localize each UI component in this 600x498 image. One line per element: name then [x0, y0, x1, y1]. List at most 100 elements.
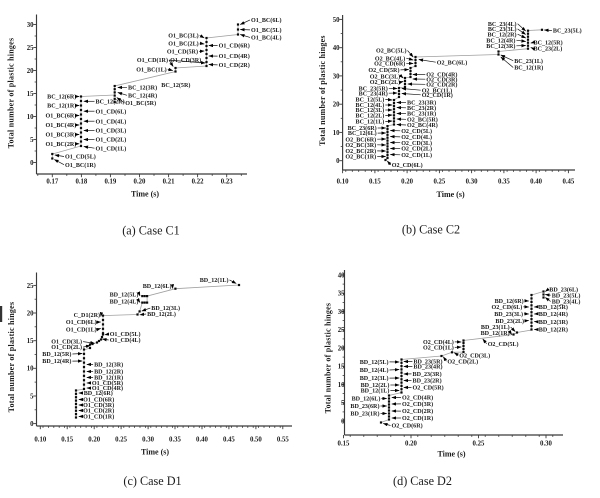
- svg-text:BD_23(3R): BD_23(3R): [413, 371, 442, 378]
- svg-text:0.50: 0.50: [250, 437, 262, 444]
- svg-text:O1_BC(1R): O1_BC(1R): [65, 162, 96, 169]
- svg-text:BC_23(5L): BC_23(5L): [553, 28, 582, 35]
- svg-text:0.45: 0.45: [223, 437, 235, 444]
- svg-text:BD_12(5R): BD_12(5R): [539, 304, 568, 311]
- svg-text:O1_CD(6R): O1_CD(6R): [83, 397, 114, 404]
- svg-text:BC_23(3L): BC_23(3L): [488, 26, 517, 33]
- svg-text:O2_CD(3R): O2_CD(3R): [402, 401, 433, 408]
- svg-text:Total number of plastic hinges: Total number of plastic hinges: [7, 302, 16, 413]
- svg-text:O1_BC(4L): O1_BC(4L): [251, 35, 281, 42]
- svg-text:BD_23(2L): BD_23(2L): [495, 318, 524, 325]
- svg-text:0.17: 0.17: [46, 179, 58, 186]
- svg-text:O2_CD(2L): O2_CD(2L): [447, 358, 478, 365]
- svg-text:BD_12(5R): BD_12(5R): [42, 351, 71, 358]
- svg-text:BD_12(4L): BD_12(4L): [110, 299, 139, 306]
- svg-text:BD_12(2L): BD_12(2L): [361, 382, 390, 389]
- svg-text:(b) Case C2: (b) Case C2: [402, 223, 460, 237]
- svg-text:O2_BC(3R): O2_BC(3R): [345, 142, 376, 149]
- svg-text:BD_12(6L): BD_12(6L): [143, 283, 172, 290]
- svg-text:0.25: 0.25: [433, 179, 445, 186]
- svg-text:0.30: 0.30: [142, 437, 154, 444]
- svg-text:BD_12(1L): BD_12(1L): [361, 388, 390, 395]
- svg-text:O1_CD(6L): O1_CD(6L): [66, 319, 97, 326]
- svg-text:BD_23(6L): BD_23(6L): [549, 286, 578, 293]
- svg-text:5: 5: [30, 393, 34, 400]
- svg-text:O1_CD(3R): O1_CD(3R): [83, 402, 114, 409]
- svg-text:O2_CD(4L): O2_CD(4L): [401, 134, 432, 141]
- svg-text:O2_CD(2L): O2_CD(2L): [401, 146, 432, 153]
- svg-text:Total number of plastic hinges: Total number of plastic hinges: [324, 303, 333, 414]
- svg-text:BD_12(3R): BD_12(3R): [94, 362, 123, 369]
- svg-text:0.25: 0.25: [115, 437, 127, 444]
- svg-text:BC_12(4R): BC_12(4R): [486, 37, 515, 44]
- svg-text:O2_BC(6L): O2_BC(6L): [437, 59, 467, 66]
- svg-text:O1_CD(6L): O1_CD(6L): [96, 108, 127, 115]
- svg-text:BC_12(6R): BC_12(6R): [47, 94, 76, 101]
- svg-text:10: 10: [27, 114, 34, 121]
- svg-text:O2_CD(5L): O2_CD(5L): [488, 341, 519, 348]
- svg-text:5: 5: [30, 137, 34, 144]
- svg-text:10: 10: [338, 382, 345, 389]
- svg-text:O2_BC(3L): O2_BC(3L): [370, 73, 400, 80]
- svg-text:Time (s): Time (s): [437, 190, 465, 199]
- svg-text:O1_BC(5R): O1_BC(5R): [125, 100, 156, 107]
- svg-text:0: 0: [336, 158, 340, 165]
- svg-text:0: 0: [341, 418, 345, 425]
- svg-text:BD_12(3R): BD_12(3R): [539, 319, 568, 326]
- svg-text:O2_CD(5L): O2_CD(5L): [401, 128, 432, 135]
- svg-text:BC_12(1L): BC_12(1L): [356, 119, 385, 126]
- svg-text:BD_23(6R): BD_23(6R): [350, 403, 379, 410]
- svg-text:0.20: 0.20: [88, 437, 100, 444]
- svg-text:O2_CD(2R): O2_CD(2R): [402, 408, 433, 415]
- svg-text:O2_CD(1L): O2_CD(1L): [401, 152, 432, 159]
- svg-text:Time (s): Time (s): [131, 190, 159, 199]
- svg-text:O2_CD(4L): O2_CD(4L): [423, 339, 454, 346]
- svg-text:BD_23(1R): BD_23(1R): [350, 411, 379, 418]
- svg-text:25: 25: [338, 327, 345, 334]
- svg-text:35: 35: [338, 291, 345, 298]
- svg-text:0: 0: [30, 160, 34, 167]
- svg-text:O2_CD(4R): O2_CD(4R): [426, 72, 457, 79]
- svg-text:BD_12(1L): BD_12(1L): [200, 277, 229, 284]
- svg-text:BC_12(2R): BC_12(2R): [96, 98, 125, 105]
- svg-text:15: 15: [338, 364, 345, 371]
- svg-text:20: 20: [333, 102, 340, 109]
- svg-text:O1_CD(3L): O1_CD(3L): [51, 339, 82, 346]
- svg-text:O2_CD(5R): O2_CD(5R): [368, 67, 399, 74]
- svg-text:O2_CD(6R): O2_CD(6R): [374, 60, 405, 67]
- svg-text:0.10: 0.10: [337, 179, 349, 186]
- svg-text:BC_12(1R): BC_12(1R): [514, 65, 543, 72]
- svg-text:BC_23(5R): BC_23(5R): [359, 85, 388, 92]
- svg-text:C_D1(2R): C_D1(2R): [74, 312, 100, 319]
- svg-text:30: 30: [27, 22, 34, 29]
- svg-text:O1_CD(3L): O1_CD(3L): [96, 128, 127, 135]
- svg-text:O1_BC(2R): O1_BC(2R): [45, 141, 76, 148]
- svg-text:BD_12(6R): BD_12(6R): [84, 390, 113, 397]
- svg-text:O1_BC(2L): O1_BC(2L): [168, 40, 198, 47]
- svg-text:30: 30: [338, 309, 345, 316]
- svg-text:BC_12(2R): BC_12(2R): [487, 31, 516, 38]
- svg-text:BD_12(1R): BD_12(1R): [94, 375, 123, 382]
- svg-text:5: 5: [341, 400, 345, 407]
- svg-text:BC_12(3R): BC_12(3R): [128, 84, 157, 91]
- svg-text:20: 20: [27, 310, 34, 317]
- svg-text:BC_12(5R): BC_12(5R): [534, 40, 563, 47]
- svg-text:BD_23(5L): BD_23(5L): [552, 292, 581, 299]
- svg-text:0.20: 0.20: [401, 179, 413, 186]
- svg-text:0.15: 0.15: [369, 179, 381, 186]
- svg-text:BD_23(2R): BD_23(2R): [413, 378, 442, 385]
- svg-text:BC_23(2R): BC_23(2R): [407, 105, 436, 112]
- svg-text:BC_23(2L): BC_23(2L): [534, 45, 563, 52]
- svg-text:(d) Case D2: (d) Case D2: [393, 474, 452, 488]
- svg-text:BD_23(1L): BD_23(1L): [481, 324, 510, 331]
- svg-text:O1_CD(4L): O1_CD(4L): [110, 337, 141, 344]
- svg-text:O2_BC(5R): O2_BC(5R): [407, 116, 438, 123]
- svg-text:0.15: 0.15: [338, 441, 350, 448]
- svg-text:O1_CD(2R): O1_CD(2R): [219, 62, 250, 69]
- svg-text:O2_BC(2L): O2_BC(2L): [370, 79, 400, 86]
- svg-text:BD_12(6R): BD_12(6R): [495, 298, 524, 305]
- svg-text:10: 10: [333, 130, 340, 137]
- svg-text:O1_CD(2L): O1_CD(2L): [96, 137, 127, 144]
- svg-text:BD_23(4R): BD_23(4R): [413, 364, 442, 371]
- svg-text:BD_12(3L): BD_12(3L): [151, 305, 180, 312]
